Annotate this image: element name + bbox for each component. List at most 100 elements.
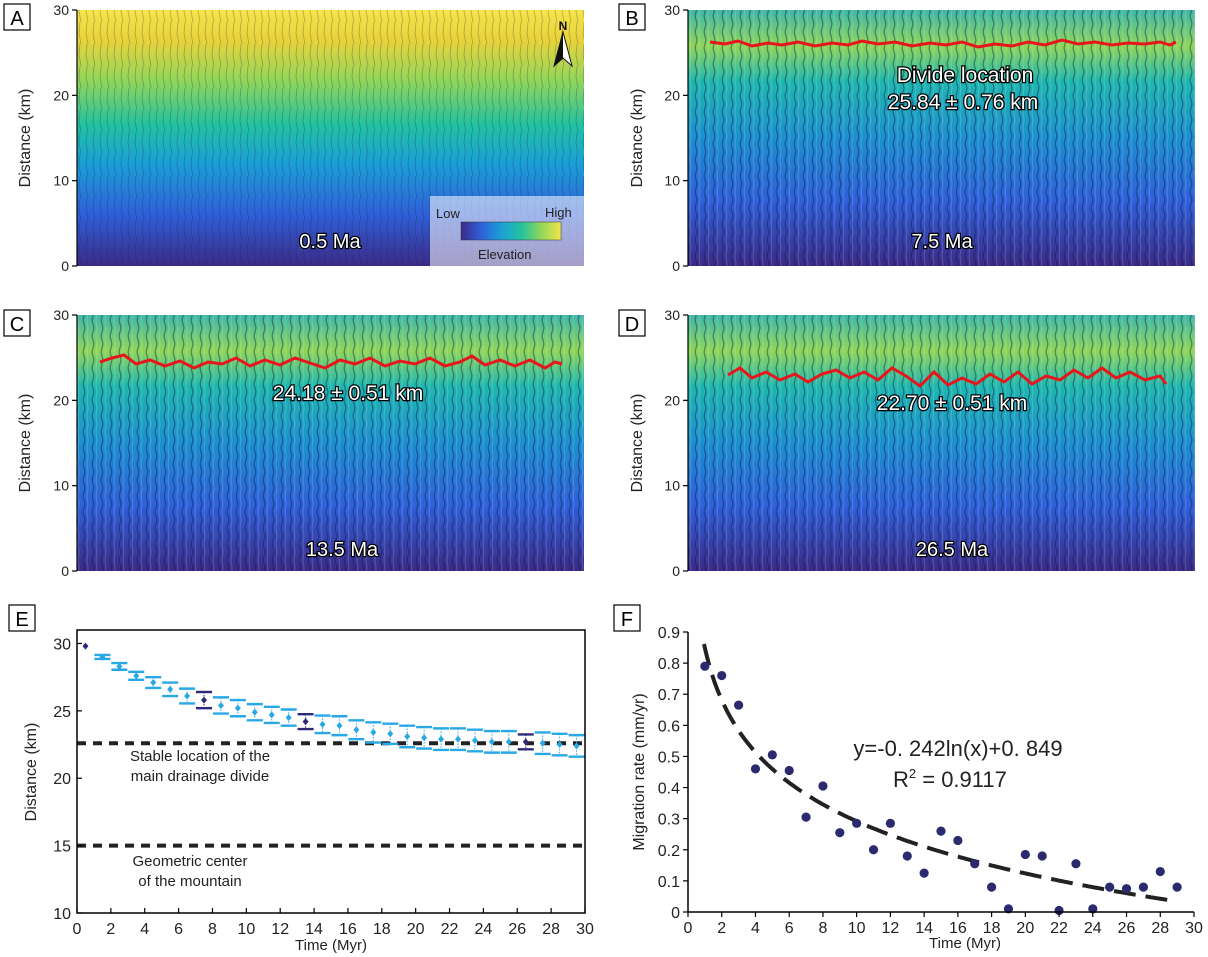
e-xtick-label-4: 8 — [208, 921, 217, 938]
errorbar-point-4 — [145, 675, 162, 690]
e-xtick-label-5: 10 — [237, 921, 255, 938]
f-ytick-label-7: 0.7 — [658, 687, 680, 704]
errorbar-point-10 — [246, 702, 263, 722]
panel-letter-f: F — [621, 609, 633, 631]
panel-b: Divide location 25.84 ± 0.76 km 7.5 Ma — [688, 10, 1195, 266]
errorbar-point-9 — [229, 698, 246, 718]
e-xtick-label-0: 0 — [73, 921, 82, 938]
errorbar-point-25 — [500, 729, 517, 754]
f-xtick-label-7: 14 — [915, 920, 933, 937]
panel-letter-a: A — [10, 8, 24, 30]
chart-f-axes: 0 2 4 6 8 10 12 14 16 18 20 22 24 26 28 3000.10.20.30.4… — [658, 625, 1203, 937]
migration-point-14 — [936, 826, 946, 836]
errorbar-point-28 — [551, 732, 568, 757]
hline-1-label-line2: main drainage divide — [131, 768, 269, 785]
e-ytick-label-0: 10 — [53, 906, 71, 923]
panel-d: 22.70 ± 0.51 km 26.5 Ma — [688, 315, 1195, 571]
f-xtick-label-15: 30 — [1185, 920, 1203, 937]
map-tick-label-d-1: 10 — [664, 478, 680, 494]
f-ytick-label-1: 0.1 — [658, 874, 680, 891]
chart-f: 0 2 4 6 8 10 12 14 16 18 20 22 24 26 28 3000.10.20.30.4… — [631, 625, 1203, 952]
errorbar-point-26 — [517, 733, 534, 751]
errorbar-point-21 — [433, 727, 450, 752]
migration-point-10 — [868, 845, 879, 855]
north-arrow-label: N — [559, 19, 568, 33]
chart-e-ylabel: Distance (km) — [23, 723, 40, 822]
fit-r2-exp: 2 — [909, 766, 916, 781]
divide-line-c — [99, 353, 563, 370]
map-tick-label-c-3: 30 — [53, 307, 69, 323]
e-xtick-label-14: 28 — [542, 921, 560, 938]
fit-r2: R2 = 0.9117 — [893, 766, 1007, 792]
map-tick-label-d-0: 0 — [672, 563, 680, 579]
migration-point-5 — [784, 765, 794, 776]
f-xtick-label-1: 2 — [717, 920, 726, 937]
errorbar-point-16 — [348, 719, 365, 741]
chart-e-errorbars — [82, 642, 585, 758]
f-xtick-label-8: 16 — [949, 920, 967, 937]
errorbar-point-12 — [280, 708, 297, 727]
map-tick-label-a-3: 30 — [53, 2, 69, 18]
f-ytick-label-0: 0 — [671, 905, 680, 922]
hline-1-label-line1: Stable location of the — [130, 748, 270, 765]
migration-point-19 — [1020, 849, 1030, 860]
panel-letter-d: D — [625, 314, 639, 336]
errorbar-point-13 — [297, 713, 314, 731]
f-xtick-label-14: 28 — [1151, 920, 1169, 937]
migration-point-12 — [902, 851, 912, 861]
divide-title-b: Divide location — [897, 64, 1034, 87]
colorbar-low-label: Low — [436, 206, 460, 221]
hline-2-label-line1: Geometric center — [132, 853, 247, 870]
divide-value-d: 22.70 ± 0.51 km — [877, 392, 1027, 415]
panel-letter-e: E — [15, 609, 28, 631]
migration-point-24 — [1105, 882, 1115, 892]
fit-equation: y=-0. 242ln(x)+0. 849 — [853, 736, 1062, 761]
errorbar-point-24 — [483, 729, 500, 754]
f-ytick-label-4: 0.4 — [658, 781, 680, 798]
errorbar-point-23 — [466, 728, 483, 753]
fit-r2-value: = 0.9117 — [916, 767, 1007, 792]
map-tick-label-c-2: 20 — [53, 392, 69, 408]
map-tick-label-c-1: 10 — [53, 478, 69, 494]
errorbar-point-22 — [450, 727, 466, 752]
migration-point-13 — [919, 868, 929, 878]
migration-point-3 — [750, 764, 761, 774]
migration-point-6 — [801, 812, 811, 822]
migration-point-22 — [1071, 859, 1081, 869]
map-ylabel-d: Distance (km) — [629, 394, 646, 493]
migration-point-16 — [970, 859, 980, 869]
panel-letters: A B C D E F — [3, 3, 646, 632]
e-xtick-label-1: 2 — [106, 921, 115, 938]
errorbar-point-2 — [111, 661, 128, 671]
colorbar-title: Elevation — [478, 247, 531, 262]
map-tick-label-c-0: 0 — [61, 563, 69, 579]
errorbar-point-1 — [94, 653, 111, 661]
migration-point-0 — [700, 661, 710, 671]
migration-point-11 — [885, 818, 896, 828]
map-tick-label-b-1: 10 — [664, 173, 680, 189]
f-xtick-label-3: 6 — [785, 920, 794, 937]
migration-point-26 — [1138, 882, 1148, 892]
time-label-a: 0.5 Ma — [299, 231, 361, 253]
e-xtick-label-13: 26 — [508, 921, 526, 938]
chart-e-frame — [76, 629, 586, 914]
map-axes: 0 10 20 30 Distance (km) 0 10 20 30 Distance (km)… — [17, 2, 689, 579]
map-tick-label-a-0: 0 — [61, 258, 69, 274]
migration-point-7 — [818, 781, 828, 791]
migration-point-15 — [953, 835, 963, 846]
e-ytick-label-4: 30 — [53, 636, 71, 653]
divide-value-b: 25.84 ± 0.76 km — [888, 91, 1038, 114]
f-xtick-label-10: 20 — [1016, 920, 1034, 937]
errorbar-point-14 — [314, 714, 331, 735]
errorbar-point-17 — [365, 721, 382, 744]
e-xtick-label-8: 16 — [339, 921, 357, 938]
f-xtick-label-9: 18 — [983, 920, 1001, 937]
e-xtick-label-2: 4 — [140, 921, 149, 938]
migration-point-17 — [987, 882, 997, 892]
errorbar-point-15 — [331, 715, 348, 737]
f-ytick-label-2: 0.2 — [658, 843, 680, 860]
f-xtick-label-13: 26 — [1118, 920, 1136, 937]
